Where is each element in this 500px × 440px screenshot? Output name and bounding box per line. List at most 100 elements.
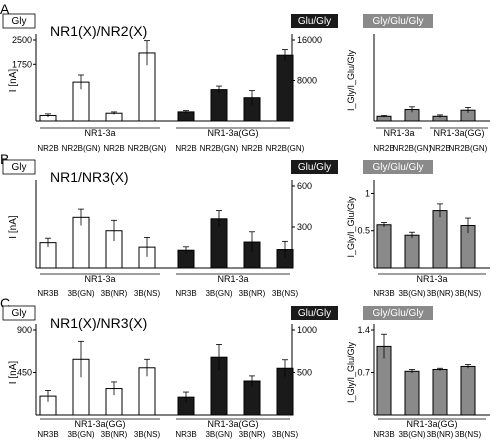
- panel-a-right-tick-label-0: 8000: [297, 76, 317, 86]
- panel-c-ratio-tag-box: [363, 306, 433, 320]
- panel-b-glu-category-1: 3B(GN): [205, 289, 232, 298]
- panel-b-ratio-tag-box: [363, 160, 433, 174]
- panel-c-left-tick-label-1: 900: [17, 325, 32, 335]
- panel-b-ratio-category-2: 3B(NR): [427, 289, 454, 298]
- panel-a-ratio-tag: Gly/Glu/Gly: [372, 16, 423, 27]
- panel-a-gly-tag: Gly: [12, 16, 27, 27]
- panel-a-glu-category-0: NR2B: [175, 144, 196, 153]
- panel-c-letter: C: [0, 295, 10, 311]
- panel-c-glu-category-0: NR3B: [175, 430, 196, 439]
- panel-a-group-1: NR1-3a(GG): [207, 128, 258, 138]
- panel-b-ratio-bar-2: [432, 210, 448, 269]
- panel-c-left-tick-label-0: 450: [17, 368, 32, 378]
- panel-a-glu-category-3: NR2B(GN): [266, 144, 305, 153]
- panel-b-ratio-bar-0: [376, 224, 392, 269]
- panel-b-gly-tag-box: [2, 159, 36, 175]
- panel-c-gly-category-0: NR3B: [37, 430, 58, 439]
- panel-c-gly-category-1: 3B(GN): [67, 430, 94, 439]
- panel-a-ratio-category-1: NR2B(GN): [393, 144, 432, 153]
- panel-a-ratio-category-0: NR2B: [373, 144, 394, 153]
- panel-b-ratio-category-3: 3B(NS): [455, 289, 482, 298]
- panel-b-gly-category-0: NR3B: [37, 289, 58, 298]
- panel-a-ratio-tag-box: [363, 14, 433, 28]
- panel-c-ratio-group: NR1-3a(GG): [406, 419, 457, 429]
- panel-a-left-tick-label-0: 1750: [12, 59, 32, 69]
- panel-b-glu-category-0: NR3B: [175, 289, 196, 298]
- panel-c-glu-category-3: 3B(NS): [272, 430, 299, 439]
- panel-a-glu-bar-1: [210, 89, 228, 122]
- panel-b-ratio-bar-1: [404, 234, 420, 269]
- panel-c-right-tick-label-1: 1000: [297, 325, 317, 335]
- panel-b-gly-tag: Gly: [12, 162, 27, 173]
- panel-a-gly-category-1: NR2B(GN): [62, 144, 101, 153]
- panel-a-glu-bar-0: [177, 111, 195, 122]
- panel-a-gly-tag-box: [2, 13, 36, 29]
- panel-a-gly-category-0: NR2B: [37, 144, 58, 153]
- panel-a-ratio-ylabel: I_Gly/I_Glu/Gly: [346, 49, 356, 111]
- panel-c-ratio-ylabel: I_Gly/I_Glu/Gly: [346, 341, 356, 403]
- panel-c-ratio-category-2: 3B(NR): [427, 430, 454, 439]
- panel-b-ratio-tag: Gly/Glu/Gly: [372, 162, 423, 173]
- panel-b-glu-category-3: 3B(NS): [272, 289, 299, 298]
- panel-c-ratio-category-3: 3B(NS): [455, 430, 482, 439]
- panel-b-ratio-ylabel: I_Gly/I_Glu/Gly: [346, 196, 356, 258]
- panel-a-ratio-group-1: NR1-3a(GG): [433, 128, 484, 138]
- panel-b-right-tick-label-1: 600: [297, 181, 312, 191]
- panel-c-gly-tag: Gly: [12, 308, 27, 319]
- panel-a-glu-tag-box: [291, 14, 338, 28]
- panel-a-ratio-category-2: NR2B: [429, 144, 450, 153]
- panel-b-glu-tag: Glu/Gly: [298, 162, 331, 173]
- panel-b-ylabel: I [nA]: [8, 215, 19, 239]
- panel-b-letter: B: [0, 151, 9, 167]
- panel-b-gly-category-1: 3B(GN): [67, 289, 94, 298]
- panel-c-ylabel: I [nA]: [8, 361, 19, 385]
- panel-a-ratio-bar-0: [376, 115, 392, 122]
- panel-c-glu-category-1: 3B(GN): [205, 430, 232, 439]
- panel-a-gly-category-2: NR2B: [103, 144, 124, 153]
- panel-a-glu-category-2: NR2B: [241, 144, 262, 153]
- panel-a-group-0: NR1-3a: [84, 128, 115, 138]
- panel-b-title: NR1/NR3(X): [50, 169, 129, 185]
- panel-a-gly-category-3: NR2B(GN): [128, 144, 167, 153]
- panel-c-ratio-bar-1: [404, 370, 420, 416]
- panel-b-ratio-category-1: 3B(GN): [398, 289, 425, 298]
- panel-b-group-1: NR1-3a: [217, 274, 248, 284]
- panel-a-letter: A: [0, 1, 10, 17]
- panel-a-glu-tag: Glu/Gly: [298, 16, 331, 27]
- panel-c-ratio-tick-label-0: 0.7: [357, 368, 370, 378]
- panel-c-group-1: NR1-3a(GG): [207, 419, 258, 429]
- panel-a-left-tick-label-1: 2500: [12, 35, 32, 45]
- panel-a-ylabel: I [nA]: [8, 69, 19, 93]
- panel-a-glu-category-1: NR2B(GN): [200, 144, 239, 153]
- panel-b-ratio-category-0: NR3B: [373, 289, 394, 298]
- panel-c-glu-tag: Glu/Gly: [298, 308, 331, 319]
- panel-b-ratio-tick-label-0: 0.5: [357, 226, 370, 236]
- panel-c-gly-category-2: 3B(NR): [101, 430, 128, 439]
- panel-b-ratio-group: NR1-3a: [416, 274, 447, 284]
- panel-c-title: NR1(X)/NR3(X): [50, 315, 147, 331]
- panel-a-right-tick-label-1: 16000: [297, 35, 322, 45]
- panel-c-glu-category-2: 3B(NR): [239, 430, 266, 439]
- panel-c-right-tick-label-0: 500: [297, 368, 312, 378]
- panel-c-ratio-bar-2: [432, 368, 448, 416]
- panel-b-gly-category-3: 3B(NS): [134, 289, 161, 298]
- panel-b-glu-category-2: 3B(NR): [239, 289, 266, 298]
- panel-b-glu-tag-box: [291, 160, 338, 174]
- panel-b-group-0: NR1-3a: [84, 274, 115, 284]
- panel-b-ratio-tick-label-1: 1: [365, 188, 370, 198]
- panel-a-glu-bar-3: [276, 54, 294, 122]
- panel-c-ratio-bar-3: [460, 365, 476, 416]
- panel-a-ratio-category-3: NR2B(GN): [449, 144, 488, 153]
- panel-a-title: NR1(X)/NR2(X): [50, 23, 147, 39]
- panel-b-gly-category-2: 3B(NR): [101, 289, 128, 298]
- panel-c-gly-tag-box: [2, 305, 36, 321]
- panel-c-ratio-tick-label-1: 1.4: [357, 325, 370, 335]
- panel-c-ratio-category-0: NR3B: [373, 430, 394, 439]
- panel-a-ratio-group-0: NR1-3a: [383, 128, 414, 138]
- panel-b-right-tick-label-0: 300: [297, 222, 312, 232]
- panel-c-glu-tag-box: [291, 306, 338, 320]
- panel-c-group-0: NR1-3a(GG): [74, 419, 125, 429]
- panel-c-ratio-category-1: 3B(GN): [398, 430, 425, 439]
